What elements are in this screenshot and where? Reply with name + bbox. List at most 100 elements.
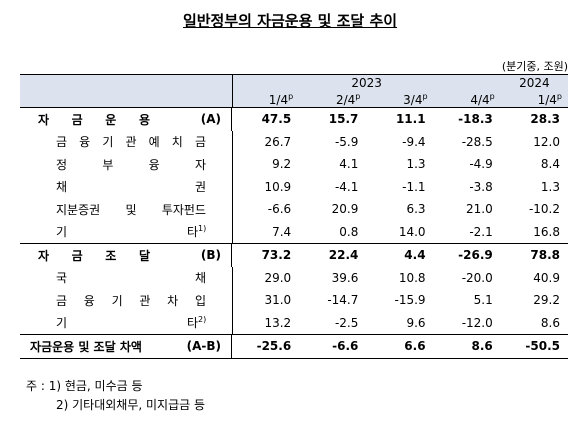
footnote: 주 : 1) 현금, 미수금 등 (26, 379, 143, 393)
value-cell: 8.6 (471, 339, 493, 354)
value-cell: -14.7 (327, 293, 359, 308)
footnote-mark: 1) (198, 224, 207, 234)
value-cell: 8.6 (540, 315, 560, 330)
quarter-header: 1/4p (500, 91, 568, 108)
quarter-header: 2/4p (299, 91, 367, 108)
value-cell: 13.2 (264, 315, 292, 330)
value-cell: 1.3 (406, 157, 426, 172)
value-cell: 16.8 (533, 224, 560, 239)
row: 자 금 운 용 (A) 47.5 15.7 11.1 -18.3 28.3 (20, 107, 568, 131)
value-cell: 22.4 (328, 248, 359, 263)
quarter-mark: p (355, 91, 361, 101)
quarter-mark: p (489, 91, 495, 101)
value-cell: -1.1 (402, 179, 426, 194)
value-cell: 29.2 (533, 293, 560, 308)
row: 금 융 기 관 예 치 금 26.7 -5.9 -9.4 -28.5 12.0 (20, 130, 568, 153)
value-cell: -28.5 (461, 134, 493, 149)
row: 채 권 10.9 -4.1 -1.1 -3.8 1.3 (20, 175, 568, 198)
label-text: 금 융 기 관 차 입 (56, 293, 206, 308)
value-cell: -25.6 (256, 339, 292, 354)
value-cell: 73.2 (261, 248, 292, 263)
value-cell: 21.0 (466, 202, 493, 217)
row: 기 타2) 13.2 -2.5 9.6 -12.0 8.6 (20, 311, 568, 335)
value-cell: 7.4 (272, 224, 292, 239)
row-label: 정 부 융 자 (20, 153, 233, 176)
label-text: 기 타 (56, 225, 198, 240)
value-cell: 26.7 (264, 134, 292, 149)
value-cell: 1.3 (540, 179, 560, 194)
quarter-label: 3/4 (403, 92, 423, 107)
table: 2023 2024 1/4p 2/4p 3/4p 4/4p 1/4p 자 금 운 용 (A)… (20, 74, 568, 359)
quarter-label: 4/4 (470, 92, 490, 107)
value-cell: 40.9 (533, 270, 560, 285)
value-cell: -50.5 (525, 339, 560, 354)
value-cell: 78.8 (530, 248, 560, 263)
value-cell: -6.6 (332, 339, 359, 354)
value-cell: -15.9 (394, 293, 426, 308)
value-cell: 0.8 (339, 224, 359, 239)
value-cell: -12.0 (461, 315, 493, 330)
label-text: 자 금 운 용 (38, 112, 150, 127)
value-cell: -3.8 (469, 179, 493, 194)
value-cell: 10.9 (264, 179, 292, 194)
value-cell: 29.0 (264, 270, 292, 285)
value-cell: -4.9 (469, 157, 493, 172)
row-label: 기 타2) (20, 311, 233, 335)
label-text: 기 타 (56, 316, 198, 331)
row: 지분증권 및 투자펀드 -6.6 20.9 6.3 21.0 -10.2 (20, 198, 568, 221)
label-text: 정 부 융 자 (56, 157, 206, 172)
quarter-header: 4/4p (433, 91, 501, 108)
row: 기 타1) 7.4 0.8 14.0 -2.1 16.8 (20, 220, 568, 244)
year-header: 2023 (232, 74, 501, 91)
value-cell: 28.3 (530, 112, 560, 127)
row: 자 금 조 달 (B) 73.2 22.4 4.4 -26.9 78.8 (20, 243, 568, 267)
value-cell: -10.2 (528, 202, 560, 217)
label-text: 채 권 (56, 180, 206, 195)
value-cell: 9.6 (406, 315, 426, 330)
quarter-label: 2/4 (335, 92, 356, 107)
header-cell (20, 74, 233, 91)
value-cell: 31.0 (264, 293, 292, 308)
quarter-label: 1/4 (537, 92, 557, 107)
row: 정 부 융 자 9.2 4.1 1.3 -4.9 8.4 (20, 153, 568, 176)
label-text: 국 채 (56, 271, 206, 286)
value-cell: -5.9 (334, 134, 359, 149)
label-text: 자 금 조 달 (38, 248, 150, 263)
value-cell: 6.3 (406, 202, 426, 217)
row-label: 채 권 (20, 175, 233, 198)
row-label: 금 융 기 관 차 입 (20, 289, 233, 312)
value-cell: 6.6 (404, 339, 426, 354)
row: 국 채 29.0 39.6 10.8 -20.0 40.9 (20, 266, 568, 289)
value-cell: 4.1 (339, 157, 359, 172)
label-suffix: (A-B) (186, 339, 221, 354)
value-cell: -2.5 (334, 315, 359, 330)
quarter-mark: p (422, 91, 428, 101)
value-cell: 47.5 (261, 112, 292, 127)
quarter-header: 1/4p (232, 91, 300, 108)
value-cell: -4.1 (334, 179, 359, 194)
footnote: 2) 기타대외채무, 미지급금 등 (56, 398, 206, 412)
value-cell: 4.4 (404, 248, 426, 263)
title: 일반정부의 자금운용 및 조달 추이 (182, 12, 398, 30)
value-cell: -6.6 (267, 202, 292, 217)
label-text: 금 융 기 관 예 치 금 (56, 135, 206, 150)
value-cell: -9.4 (402, 134, 426, 149)
label-suffix: (A) (200, 112, 221, 127)
value-cell: -20.0 (461, 270, 493, 285)
value-cell: 10.8 (398, 270, 426, 285)
row-label: 기 타1) (20, 220, 233, 244)
row: 금 융 기 관 차 입 31.0 -14.7 -15.9 5.1 29.2 (20, 289, 568, 312)
row: 자금운용 및 조달 차액 (A-B) -25.6 -6.6 6.6 8.6 -50.5 (20, 334, 568, 358)
label-suffix: (B) (200, 248, 221, 263)
quarter-mark: p (556, 91, 562, 101)
value-cell: 5.1 (473, 293, 493, 308)
footnote-mark: 2) (198, 315, 207, 325)
label-text: 지분증권 및 투자펀드 (56, 202, 206, 217)
row-label: 지분증권 및 투자펀드 (20, 198, 233, 221)
value-cell: 14.0 (398, 224, 426, 239)
value-cell: 12.0 (533, 134, 560, 149)
unit: (분기중, 조원) (501, 60, 568, 73)
value-cell: -18.3 (458, 112, 493, 127)
header-cell (20, 91, 233, 108)
